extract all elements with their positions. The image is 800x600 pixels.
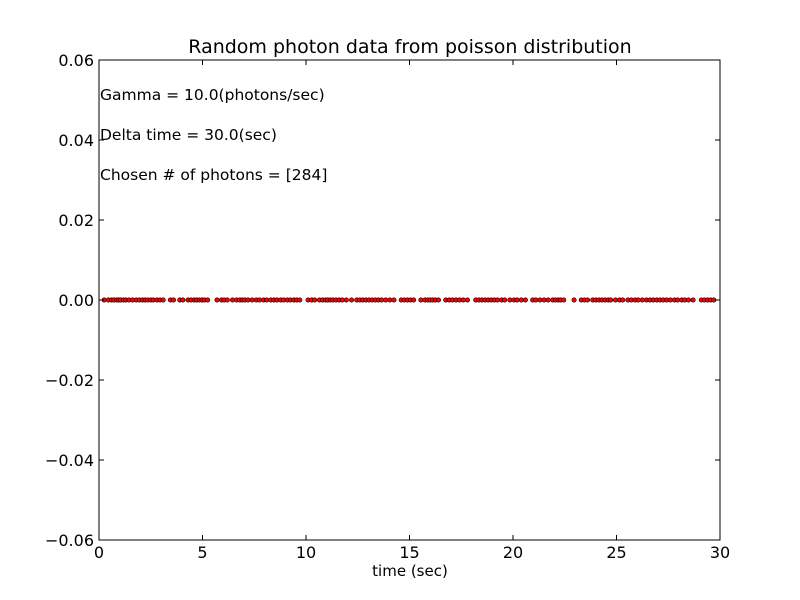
photon-point bbox=[344, 298, 348, 302]
photon-point bbox=[562, 298, 566, 302]
annotation-gamma: Gamma = 10.0(photons/sec) bbox=[100, 86, 325, 104]
photon-point bbox=[585, 298, 589, 302]
chart-title: Random photon data from poisson distribu… bbox=[188, 36, 631, 58]
photon-point bbox=[171, 298, 175, 302]
photon-point bbox=[225, 298, 229, 302]
photon-point bbox=[621, 298, 625, 302]
photon-point bbox=[161, 298, 165, 302]
annotation-photon-count: Chosen # of photons = [284] bbox=[100, 166, 327, 184]
photon-point bbox=[508, 298, 512, 302]
x-tick-label: 0 bbox=[94, 543, 104, 562]
photon-point bbox=[298, 298, 302, 302]
x-tick-label: 20 bbox=[503, 543, 523, 562]
y-tick-label: 0.02 bbox=[58, 211, 94, 230]
y-tick-label: −0.04 bbox=[45, 451, 94, 470]
photon-point bbox=[668, 298, 672, 302]
photon-point bbox=[546, 298, 550, 302]
photon-point bbox=[461, 298, 465, 302]
annotation-delta-time: Delta time = 30.0(sec) bbox=[100, 126, 277, 144]
photon-point bbox=[392, 298, 396, 302]
photon-point bbox=[419, 298, 423, 302]
photon-point bbox=[613, 298, 617, 302]
photon-point bbox=[383, 298, 387, 302]
plot-marks bbox=[102, 298, 716, 302]
photon-point bbox=[640, 298, 644, 302]
x-tick-label: 5 bbox=[197, 543, 207, 562]
y-tick-label: 0.06 bbox=[58, 51, 94, 70]
photon-point bbox=[691, 298, 695, 302]
photon-point bbox=[538, 298, 542, 302]
photon-point bbox=[411, 298, 415, 302]
y-tick-label: −0.02 bbox=[45, 371, 94, 390]
x-tick-label: 10 bbox=[296, 543, 316, 562]
x-tick-label: 15 bbox=[399, 543, 419, 562]
photon-point bbox=[503, 298, 507, 302]
photon-point bbox=[436, 298, 440, 302]
photon-point bbox=[257, 298, 261, 302]
photon-point bbox=[686, 298, 690, 302]
photon-point bbox=[495, 298, 499, 302]
photon-point bbox=[515, 298, 519, 302]
photon-point bbox=[181, 298, 185, 302]
photon-point bbox=[542, 298, 546, 302]
photon-point bbox=[349, 298, 353, 302]
x-tick-label: 30 bbox=[710, 543, 730, 562]
photon-point bbox=[519, 298, 523, 302]
photon-point bbox=[675, 298, 679, 302]
x-tick-label: 25 bbox=[606, 543, 626, 562]
photon-point bbox=[250, 298, 254, 302]
photon-point bbox=[523, 298, 527, 302]
photon-point bbox=[312, 298, 316, 302]
photon-point bbox=[340, 298, 344, 302]
photon-point bbox=[636, 298, 640, 302]
photon-point bbox=[609, 298, 613, 302]
photon-point bbox=[534, 298, 538, 302]
photon-point bbox=[379, 298, 383, 302]
photon-point bbox=[215, 298, 219, 302]
photon-point bbox=[388, 298, 392, 302]
y-tick-label: −0.06 bbox=[45, 531, 94, 550]
photon-point bbox=[572, 298, 576, 302]
photon-point bbox=[465, 298, 469, 302]
y-tick-label: 0.04 bbox=[58, 131, 94, 150]
photon-point bbox=[246, 298, 250, 302]
x-axis-label: time (sec) bbox=[372, 562, 448, 580]
photon-point bbox=[205, 298, 209, 302]
photon-point bbox=[264, 298, 268, 302]
y-tick-label: 0.00 bbox=[58, 291, 94, 310]
photon-point bbox=[230, 298, 234, 302]
